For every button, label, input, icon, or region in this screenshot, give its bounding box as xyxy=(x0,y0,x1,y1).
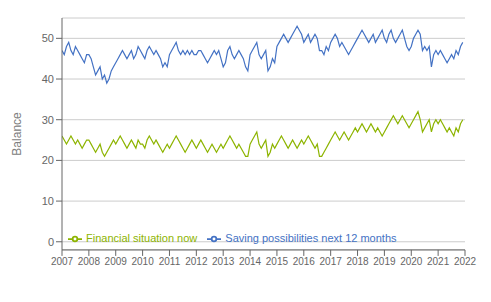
svg-text:30: 30 xyxy=(42,114,54,126)
html-text:Financial situation now: Financial situation now xyxy=(86,231,198,244)
svg-text:2007: 2007 xyxy=(51,256,74,267)
svg-text:50: 50 xyxy=(42,32,54,44)
svg-text:2010: 2010 xyxy=(131,256,154,267)
svg-text:2019: 2019 xyxy=(373,256,396,267)
svg-text:2018: 2018 xyxy=(346,256,369,267)
svg-text:2021: 2021 xyxy=(427,256,450,267)
svg-text:2009: 2009 xyxy=(105,256,128,267)
svg-text:2015: 2015 xyxy=(266,256,289,267)
svg-text:2017: 2017 xyxy=(320,256,343,267)
svg-text:2011: 2011 xyxy=(159,256,181,267)
svg-text:0: 0 xyxy=(48,236,54,248)
svg-text:Balance: Balance xyxy=(10,112,24,156)
svg-text:20: 20 xyxy=(42,154,54,166)
svg-text:2013: 2013 xyxy=(212,256,235,267)
svg-text:40: 40 xyxy=(42,73,54,85)
html-text:Saving possibilities next 12 m: Saving possibilities next 12 months xyxy=(225,231,397,244)
svg-text:2012: 2012 xyxy=(185,256,208,267)
svg-text:10: 10 xyxy=(42,195,54,207)
svg-text:2016: 2016 xyxy=(293,256,316,267)
svg-text:2022: 2022 xyxy=(454,256,477,267)
svg-text:2014: 2014 xyxy=(239,256,262,267)
svg-text:2008: 2008 xyxy=(78,256,101,267)
svg-text:2020: 2020 xyxy=(400,256,423,267)
